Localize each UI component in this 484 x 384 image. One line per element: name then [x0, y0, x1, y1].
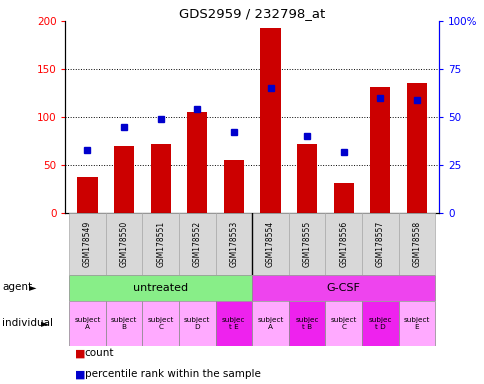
Text: subject
B: subject B: [111, 317, 137, 330]
Text: ■: ■: [75, 369, 86, 379]
FancyBboxPatch shape: [69, 213, 106, 275]
FancyBboxPatch shape: [252, 301, 288, 346]
Text: subject
C: subject C: [147, 317, 173, 330]
Text: GSM178549: GSM178549: [83, 221, 92, 267]
FancyBboxPatch shape: [361, 301, 398, 346]
FancyBboxPatch shape: [69, 301, 106, 346]
FancyBboxPatch shape: [252, 213, 288, 275]
FancyBboxPatch shape: [179, 301, 215, 346]
Text: agent: agent: [2, 282, 32, 292]
FancyBboxPatch shape: [288, 301, 325, 346]
Bar: [333, 184, 353, 213]
Bar: [260, 28, 280, 213]
Bar: [406, 83, 426, 213]
Text: GSM178558: GSM178558: [411, 221, 421, 267]
FancyBboxPatch shape: [361, 213, 398, 275]
Text: ►: ►: [41, 318, 48, 328]
Text: GSM178557: GSM178557: [375, 221, 384, 267]
Bar: [114, 146, 134, 213]
Text: ■: ■: [75, 348, 86, 358]
Text: subject
C: subject C: [330, 317, 356, 330]
FancyBboxPatch shape: [325, 301, 361, 346]
Text: GSM178555: GSM178555: [302, 221, 311, 267]
Text: subjec
t D: subjec t D: [368, 317, 391, 330]
FancyBboxPatch shape: [106, 213, 142, 275]
Text: count: count: [85, 348, 114, 358]
Title: GDS2959 / 232798_at: GDS2959 / 232798_at: [179, 7, 325, 20]
FancyBboxPatch shape: [325, 213, 361, 275]
Text: subject
A: subject A: [257, 317, 283, 330]
Bar: [77, 177, 97, 213]
Bar: [223, 161, 243, 213]
Text: G-CSF: G-CSF: [326, 283, 360, 293]
FancyBboxPatch shape: [142, 213, 179, 275]
FancyBboxPatch shape: [179, 213, 215, 275]
Text: individual: individual: [2, 318, 53, 328]
Bar: [369, 88, 390, 213]
Text: untreated: untreated: [133, 283, 188, 293]
FancyBboxPatch shape: [398, 301, 434, 346]
Text: subject
D: subject D: [184, 317, 210, 330]
Text: GSM178554: GSM178554: [265, 221, 274, 267]
Text: GSM178552: GSM178552: [192, 221, 201, 267]
FancyBboxPatch shape: [215, 301, 252, 346]
Bar: [296, 144, 317, 213]
Text: subjec
t E: subjec t E: [222, 317, 245, 330]
Text: subjec
t B: subjec t B: [295, 317, 318, 330]
Text: ►: ►: [29, 282, 36, 292]
FancyBboxPatch shape: [106, 301, 142, 346]
Text: GSM178553: GSM178553: [229, 221, 238, 267]
FancyBboxPatch shape: [69, 275, 252, 301]
FancyBboxPatch shape: [252, 275, 434, 301]
Text: GSM178550: GSM178550: [120, 221, 128, 267]
FancyBboxPatch shape: [288, 213, 325, 275]
Bar: [151, 144, 170, 213]
FancyBboxPatch shape: [215, 213, 252, 275]
FancyBboxPatch shape: [142, 301, 179, 346]
Text: percentile rank within the sample: percentile rank within the sample: [85, 369, 260, 379]
Bar: [187, 112, 207, 213]
FancyBboxPatch shape: [398, 213, 434, 275]
Text: GSM178556: GSM178556: [338, 221, 348, 267]
Text: GSM178551: GSM178551: [156, 221, 165, 267]
Text: subject
A: subject A: [74, 317, 100, 330]
Text: subject
E: subject E: [403, 317, 429, 330]
